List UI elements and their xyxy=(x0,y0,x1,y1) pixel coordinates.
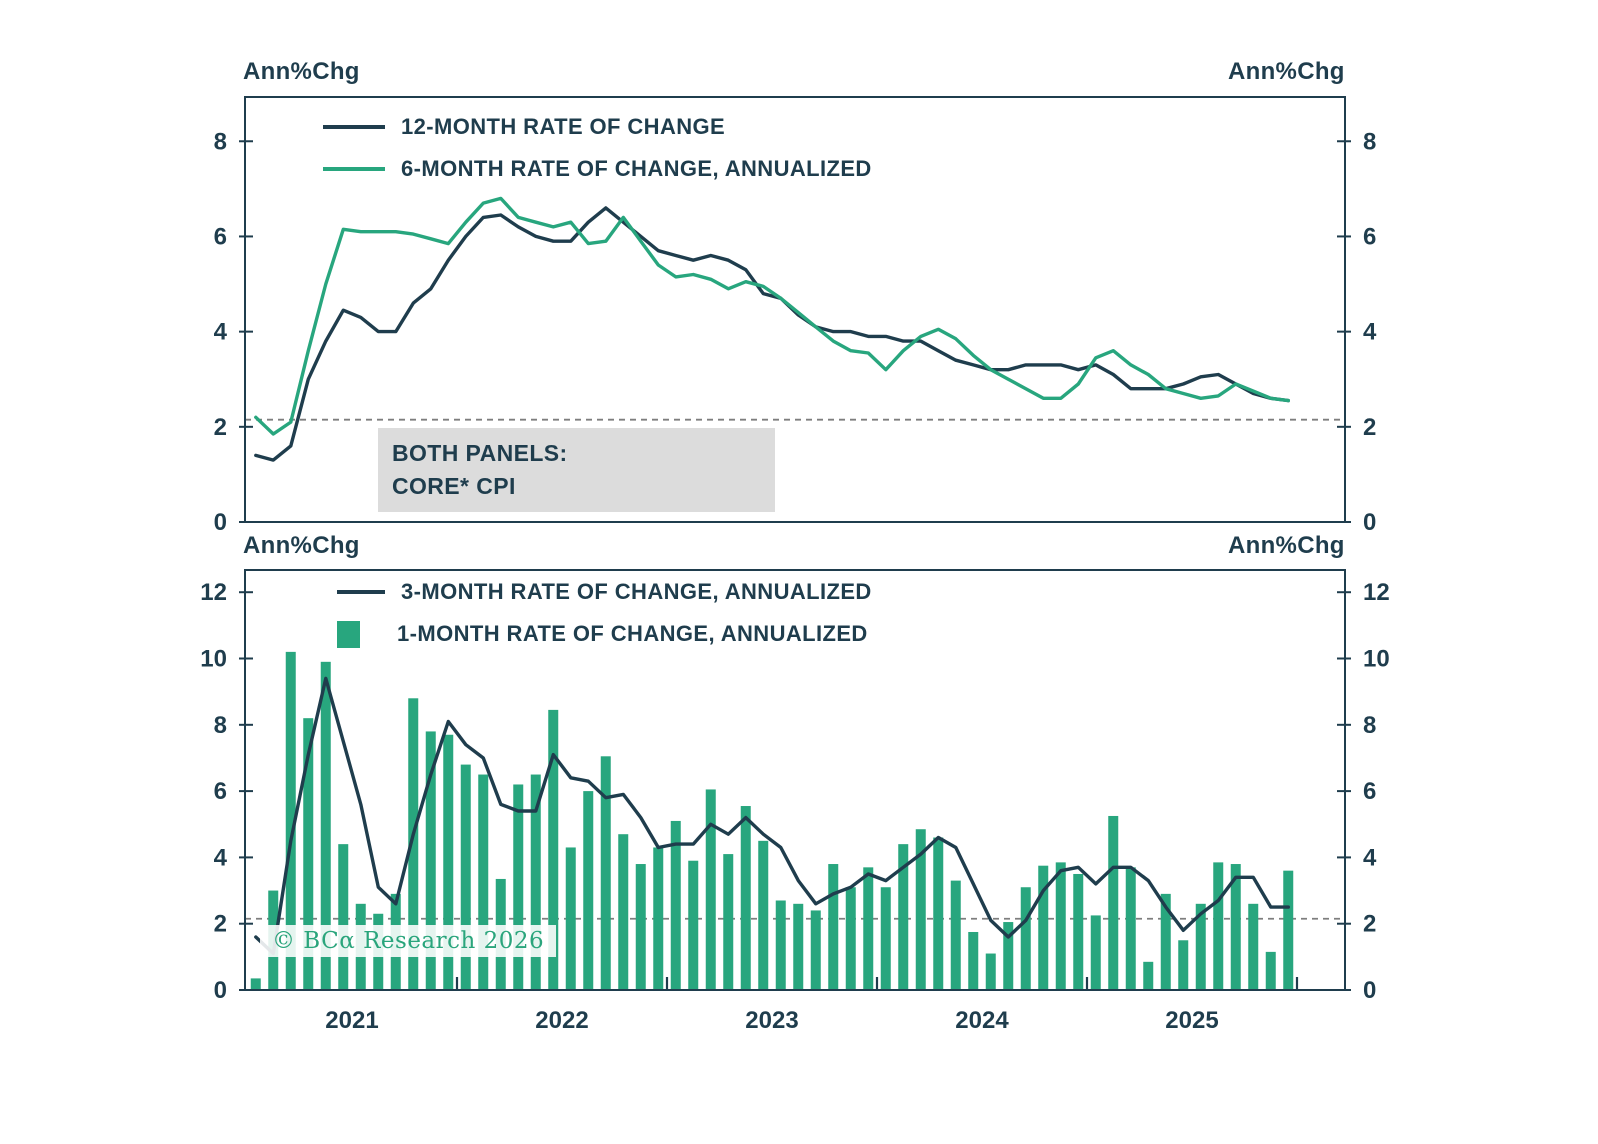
legend-label-3-month: 3-MONTH RATE OF CHANGE, ANNUALIZED xyxy=(401,579,872,604)
bottom-panel-unit-label-left: Ann%Chg xyxy=(243,532,360,559)
both-panels-annotation-box: BOTH PANELS: CORE* CPI xyxy=(378,428,775,512)
series-line-0 xyxy=(254,206,1290,462)
y-tick-label-right: 4 xyxy=(1363,319,1377,346)
bars-1-month xyxy=(250,651,1294,990)
x-axis-year-label: 2023 xyxy=(745,1007,798,1034)
line-swatch-3-month xyxy=(337,590,385,594)
y-tick-label-right: 10 xyxy=(1363,646,1390,673)
annotation-line-2: CORE* CPI xyxy=(392,473,516,499)
y-tick-label-right: 2 xyxy=(1363,911,1376,938)
bottom-panel-unit-label-right: Ann%Chg xyxy=(1228,532,1345,559)
y-tick-label-left: 4 xyxy=(214,319,228,346)
y-tick-label-left: 10 xyxy=(200,646,227,673)
legend-row-12-month: 12-MONTH RATE OF CHANGE xyxy=(323,106,872,148)
x-axis-year-label: 2024 xyxy=(955,1007,1009,1034)
legend-label-1-month: 1-MONTH RATE OF CHANGE, ANNUALIZED xyxy=(397,621,868,646)
y-tick-label-left: 2 xyxy=(214,414,227,441)
y-tick-label-right: 6 xyxy=(1363,778,1376,805)
legend-row-3-month: 3-MONTH RATE OF CHANGE, ANNUALIZED xyxy=(337,571,872,613)
bottom-panel-legend: 3-MONTH RATE OF CHANGE, ANNUALIZED 1-MON… xyxy=(337,571,872,655)
y-tick-label-right: 8 xyxy=(1363,128,1376,155)
y-tick-label-left: 2 xyxy=(214,911,227,938)
y-tick-label-left: 4 xyxy=(214,844,228,871)
panel-top: 0 0 2 2 4 4 6 6 8 8 xyxy=(214,96,1377,536)
legend-label-12-month: 12-MONTH RATE OF CHANGE xyxy=(401,114,726,139)
y-tick-label-right: 2 xyxy=(1363,414,1376,441)
top-panel-unit-label-left: Ann%Chg xyxy=(243,58,360,85)
bca-research-watermark: © BCα Research 2026 xyxy=(260,925,557,957)
y-tick-label-left: 0 xyxy=(214,509,227,536)
series-line-1 xyxy=(254,196,1290,436)
legend-label-6-month: 6-MONTH RATE OF CHANGE, ANNUALIZED xyxy=(401,156,872,181)
y-tick-label-left: 6 xyxy=(214,223,227,250)
legend-row-1-month: 1-MONTH RATE OF CHANGE, ANNUALIZED xyxy=(337,613,872,655)
x-axis-year-label: 2022 xyxy=(535,1007,588,1034)
series-line-0 xyxy=(254,676,1290,956)
y-tick-label-right: 12 xyxy=(1363,579,1390,606)
x-axis-year-label: 2021 xyxy=(325,1007,378,1034)
x-axis-year-label: 2025 xyxy=(1165,1007,1218,1034)
top-panel-legend: 12-MONTH RATE OF CHANGE 6-MONTH RATE OF … xyxy=(323,106,872,190)
y-tick-label-left: 8 xyxy=(214,128,227,155)
line-swatch-12-month xyxy=(323,125,385,129)
panel-frame xyxy=(244,569,1346,991)
y-tick-label-left: 6 xyxy=(214,778,227,805)
panel-bottom: 2021 2022 2023 2024 2025 0 0 2 2 4 4 6 6 8 8 10 10 12 12 xyxy=(200,569,1390,1034)
panel-frame xyxy=(244,96,1346,523)
y-tick-label-right: 0 xyxy=(1363,977,1376,1004)
y-tick-label-left: 0 xyxy=(214,977,227,1004)
y-tick-label-right: 0 xyxy=(1363,509,1376,536)
y-tick-label-right: 6 xyxy=(1363,223,1376,250)
y-tick-label-left: 12 xyxy=(200,579,227,606)
line-swatch-6-month xyxy=(323,167,385,171)
legend-row-6-month: 6-MONTH RATE OF CHANGE, ANNUALIZED xyxy=(323,148,872,190)
y-tick-label-right: 4 xyxy=(1363,844,1377,871)
y-tick-label-left: 8 xyxy=(214,712,227,739)
y-tick-label-right: 8 xyxy=(1363,712,1376,739)
bar-swatch-1-month xyxy=(337,620,360,648)
annotation-line-1: BOTH PANELS: xyxy=(392,440,568,466)
top-panel-unit-label-right: Ann%Chg xyxy=(1228,58,1345,85)
